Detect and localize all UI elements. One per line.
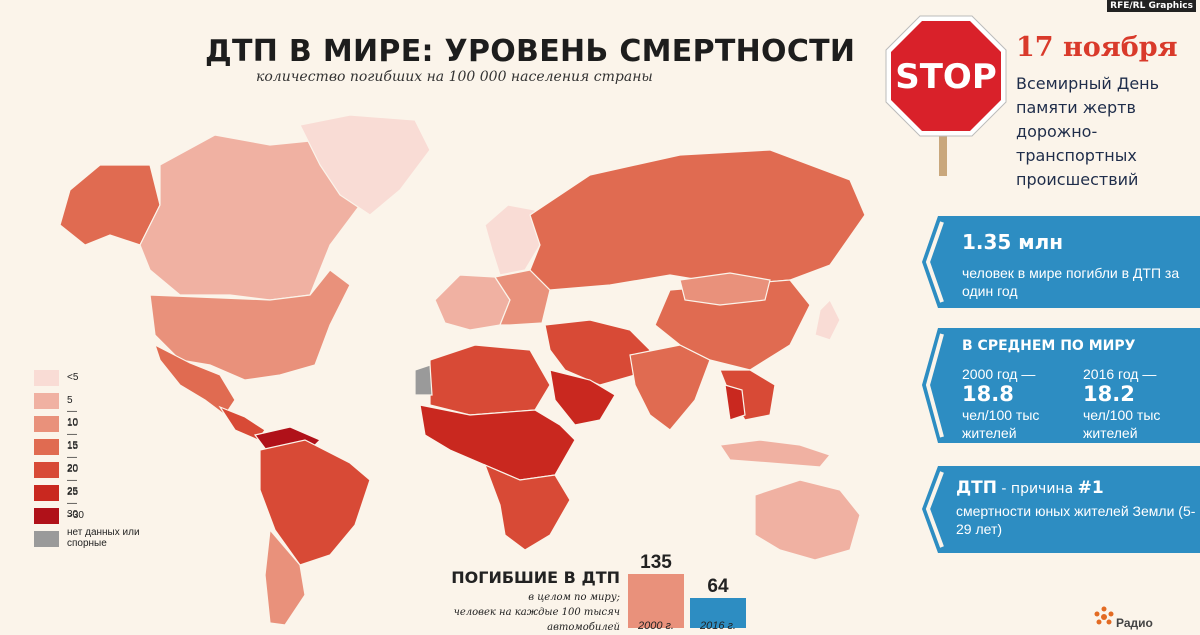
event-date: 17 ноября (1016, 32, 1178, 63)
bar-value: 64 (707, 576, 729, 597)
page-title: ДТП В МИРЕ: УРОВЕНЬ СМЕРТНОСТИ (205, 34, 856, 69)
legend-swatch (34, 485, 59, 501)
map-region-saudi-arabia (549, 369, 616, 426)
event-name: Всемирный День памяти жертв дорожно-тран… (1016, 74, 1160, 189)
legend-label: 15—20 (67, 441, 79, 474)
map-region-greenland (299, 114, 431, 216)
legend-swatch (34, 393, 59, 409)
map-region-russia (529, 149, 866, 291)
deaths-subtitle: в целом по миру; человек на каждые 100 т… (430, 590, 620, 635)
map-region-thailand (724, 384, 746, 421)
radio-logo-icon (1094, 606, 1114, 625)
average-value-2000: 18.8 (962, 382, 1014, 406)
deaths-title: ПОГИБШИЕ В ДТП (451, 568, 620, 587)
cause-text: смертности юных жителей Земли (5-29 лет) (956, 503, 1196, 537)
radio-logo-text: Радио (1116, 616, 1153, 630)
cause-dash: - причина (996, 481, 1078, 497)
legend-swatch (34, 416, 59, 432)
map-region-alaska (59, 164, 161, 246)
stop-text: STOP (895, 57, 997, 97)
legend-swatch (34, 370, 59, 386)
legend-label: 5—10 (67, 395, 79, 428)
map-region-southern-africa (483, 463, 571, 551)
chevron-left-icon (908, 466, 944, 553)
map-region-mongolia (679, 272, 771, 306)
average-unit: чел/100 тыс жителей (962, 407, 1040, 441)
panel-world-average: В СРЕДНЕМ ПО МИРУ 2000 год — 18.8 чел/10… (908, 328, 1200, 443)
bar-2016 (690, 598, 746, 628)
legend-label: >30 (67, 510, 84, 521)
page-subtitle: количество погибших на 100 000 населения… (256, 69, 653, 85)
average-year-2016: 2016 год — (1083, 366, 1157, 382)
world-map (59, 114, 866, 625)
legend-swatch (34, 508, 59, 524)
map-region-north-africa (429, 344, 551, 416)
chevron-left-icon (908, 216, 944, 308)
map-region-indonesia (718, 439, 832, 468)
map-region-australia (754, 479, 861, 561)
deaths-panel: ПОГИБШИЕ В ДТП в целом по миру; человек … (430, 568, 620, 635)
legend-label: <5 (67, 372, 79, 383)
legend-swatch (34, 462, 59, 478)
deaths-sub-line: в целом по миру; (528, 592, 620, 603)
bar-year: 2016 г. (699, 620, 736, 632)
map-region-argentina (264, 528, 306, 625)
average-year-2000: 2000 год — (962, 366, 1036, 382)
legend-swatch (34, 439, 59, 455)
credit-label: RFE/RL Graphics (1107, 0, 1196, 12)
legend-label: 10—15 (67, 418, 79, 451)
panel-leading-cause: ДТП - причина #1 смертности юных жителей… (908, 466, 1200, 553)
map-region-central-africa (419, 404, 576, 481)
bar-year: 2000 г. (637, 620, 674, 632)
average-value-2016: 18.2 (1083, 382, 1135, 406)
cause-lead: ДТП (956, 478, 997, 498)
bar-value: 135 (640, 552, 672, 573)
legend-label: 25—30 (67, 487, 79, 520)
deaths-sub-line: человек на каждые 100 тысяч (453, 607, 620, 618)
cause-rank: #1 (1077, 478, 1104, 498)
total-deaths-value: 1.35 млн (962, 230, 1064, 254)
map-region-japan (814, 298, 841, 341)
average-unit: чел/100 тыс жителей (1083, 407, 1161, 441)
bar-2000 (628, 574, 684, 628)
stop-sign-icon: STOP (884, 14, 1008, 184)
total-deaths-text: человек в мире погибли в ДТП за один год (962, 265, 1180, 299)
chevron-left-icon (908, 328, 944, 443)
legend-label: 20—25 (67, 464, 79, 497)
legend-swatch (34, 531, 59, 547)
cause-heading: ДТП - причина #1 (956, 478, 1104, 498)
average-heading: В СРЕДНЕМ ПО МИРУ (962, 338, 1136, 354)
map-region-scandinavia (484, 204, 541, 276)
panel-total-deaths: 1.35 млн человек в мире погибли в ДТП за… (908, 216, 1200, 308)
map-region-brazil (259, 439, 371, 566)
legend-label: нет данных или спорные (67, 527, 140, 549)
map-region-western-sahara (414, 364, 433, 396)
map-region-india (629, 344, 711, 431)
